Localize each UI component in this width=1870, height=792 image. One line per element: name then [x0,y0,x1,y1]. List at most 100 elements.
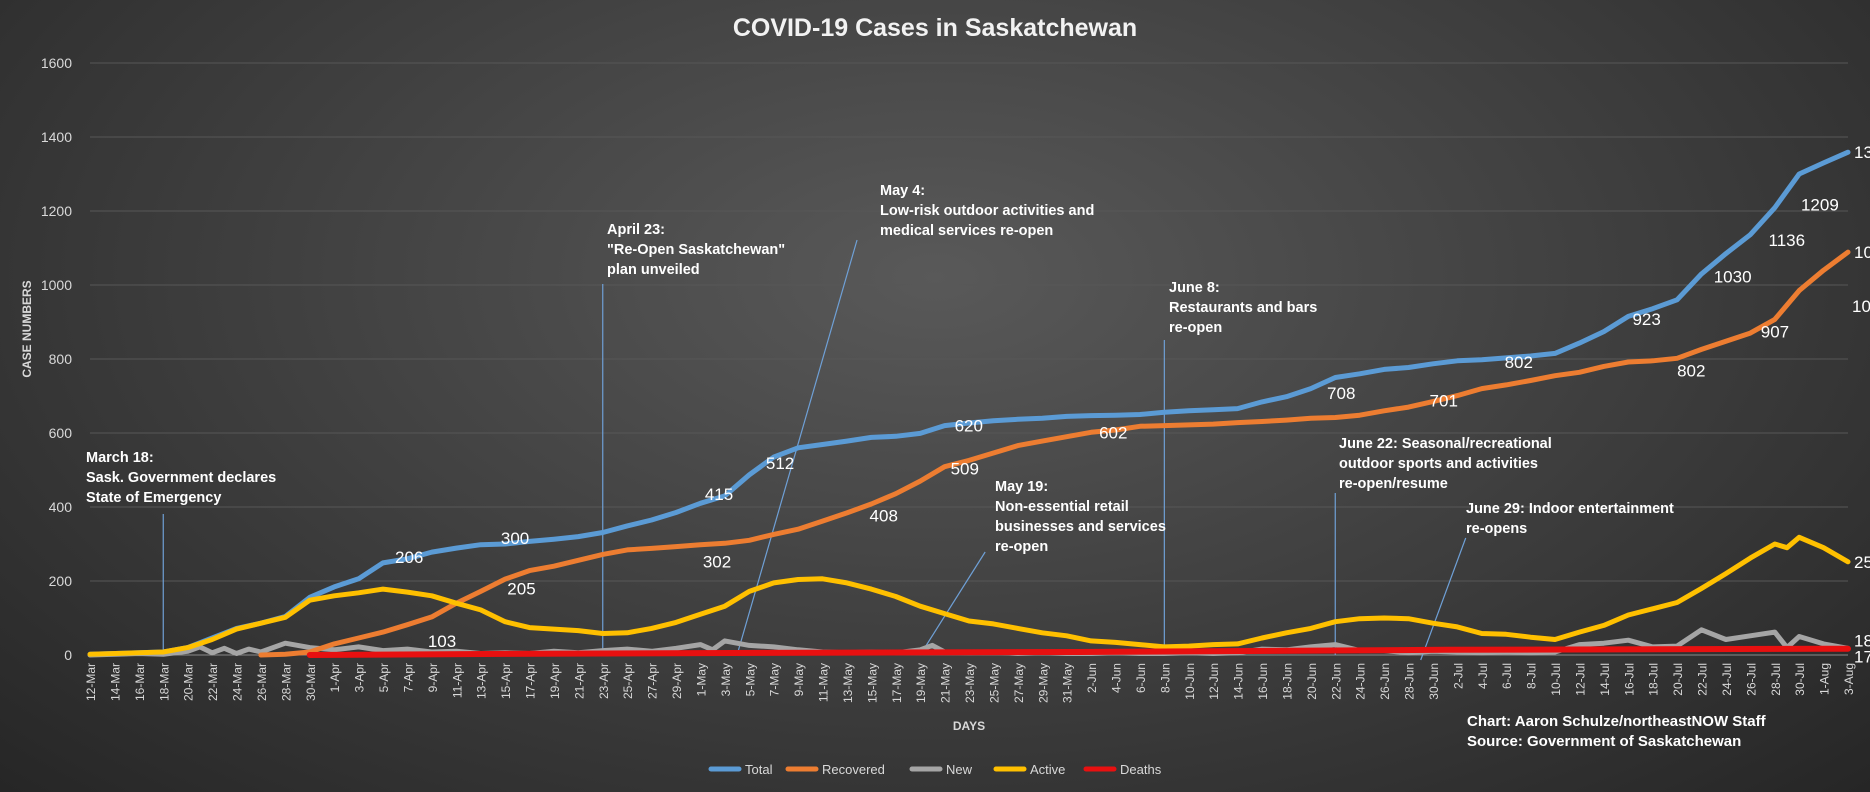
x-tick-label: 30-Mar [304,663,318,701]
x-tick-label: 21-May [939,663,953,703]
annotation-line-text: State of Emergency [86,490,221,506]
y-tick-label: 0 [64,647,72,663]
annotation-text: April 23: "Re-Open Saskatchewan" plan unve… [607,222,785,278]
x-tick-label: 27-May [1012,663,1026,703]
x-axis-label: DAYS [953,719,985,733]
annotation-text: June 22: Seasonal/recreational outdoor sp… [1339,436,1552,492]
annotation-line-text: May 19: [995,479,1048,495]
x-tick-label: 8-Jul [1525,663,1539,689]
y-tick-label: 200 [49,573,73,589]
x-tick-label: 30-Jul [1793,663,1807,696]
data-label: 907 [1761,322,1789,341]
x-tick-label: 2-Jun [1085,663,1099,693]
data-label: 18 [1854,631,1870,650]
x-tick-label: 28-Jul [1769,663,1783,696]
x-tick-label: 10-Jul [1549,663,1563,696]
annotation-line-text: plan unveiled [607,262,700,278]
x-tick-label: 12-Jun [1207,663,1221,700]
x-tick-label: 10-Jun [1183,663,1197,700]
x-tick-label: 14-Jul [1598,663,1612,696]
data-label: 302 [703,552,731,571]
x-tick-label: 13-Apr [475,663,489,699]
y-tick-label: 1000 [41,277,72,293]
annotation-line-text: re-open/resume [1339,476,1448,492]
annotation-line-text: outdoor sports and activities [1339,456,1538,472]
x-tick-label: 11-May [817,663,831,702]
x-tick-label: 3-Apr [353,663,367,692]
x-tick-label: 29-Apr [670,663,684,699]
y-axis-label: CASE NUMBERS [20,280,34,377]
x-tick-label: 18-Jul [1647,663,1661,696]
x-tick-label: 25-May [987,663,1001,703]
legend-label-total: Total [745,762,773,777]
x-tick-label: 23-May [963,663,977,703]
annotation-line-text: April 23: [607,222,665,238]
credit-text: Source: Government of Saskatchewan [1467,733,1741,750]
x-tick-label: 24-Jun [1354,663,1368,700]
data-label: 206 [395,548,423,567]
chart-legend: Total Recovered New Active Deaths [708,762,1162,777]
data-label: 1089 [1854,243,1870,262]
annotation-line-text: Sask. Government declares [86,470,276,486]
data-label: 708 [1327,384,1355,403]
x-tick-label: 26-Mar [255,663,269,701]
x-tick-label: 29-May [1036,663,1050,703]
x-tick-label: 21-Apr [572,663,586,699]
x-tick-label: 20-Jul [1671,663,1685,696]
x-tick-label: 1-May [694,663,708,696]
x-tick-label: 6-Jun [1134,663,1148,693]
annotation-text: May 4: Low-risk outdoor activities and med… [880,183,1094,239]
series-line-deaths [306,645,1851,658]
x-tick-label: 9-May [792,663,806,696]
annotation-line-text: March 18: [86,450,154,466]
x-tick-label: 17-Apr [524,663,538,699]
x-tick-label: 24-Mar [231,663,245,701]
series-line-active [87,534,1851,657]
annotation-line-text: June 8: [1169,280,1220,296]
data-label: 205 [507,579,535,598]
x-tick-label: 18-Mar [157,663,171,701]
annotation-line-text: businesses and services [995,519,1166,535]
x-tick-label: 7-May [768,663,782,696]
y-tick-label: 600 [49,425,73,441]
annotation-text: May 19: Non-essential retail businesses an… [995,479,1166,555]
annotation-line [1420,537,1467,661]
annotation-text: June 29: Indoor entertainment re-opens [1466,501,1674,537]
x-tick-label: 20-Mar [182,663,196,701]
y-tick-label: 800 [49,351,73,367]
data-label: 509 [951,460,979,479]
y-tick-label: 400 [49,499,73,515]
x-tick-label: 22-Jun [1329,663,1343,700]
x-tick-label: 7-Apr [401,663,415,692]
annotation-line-text: May 4: [880,183,925,199]
data-label: 620 [955,417,983,436]
chart-credit: Chart: Aaron Schulze/northeastNOW Staff S… [1467,713,1767,750]
x-tick-label: 19-Apr [548,663,562,699]
data-label: 252 [1854,553,1870,572]
data-label: 701 [1430,391,1458,410]
x-tick-label: 25-Apr [621,663,635,699]
annotation-line-text: Non-essential retail [995,499,1129,515]
x-tick-label: 14-Jun [1232,663,1246,700]
x-tick-label: 11-Apr [450,663,464,698]
data-label: 512 [766,454,794,473]
legend-label-new: New [946,762,973,777]
data-label: 802 [1677,361,1705,380]
x-tick-label: 20-Jun [1305,663,1319,700]
y-tick-label: 1600 [41,55,72,71]
annotation-line-text: "Re-Open Saskatchewan" [607,242,785,258]
data-labels: 206 300 415 512 620 708 802 923 1030 1136 1209 1359… [395,143,1870,667]
data-label: 408 [870,507,898,526]
x-tick-label: 1-Aug [1818,663,1832,695]
x-tick-label: 14-Mar [108,663,122,701]
x-axis-ticks: 12-Mar 14-Mar 16-Mar 18-Mar 20-Mar 22-Mar 24-M… [84,663,1856,703]
data-label: 1209 [1801,195,1839,214]
x-tick-label: 22-Jul [1696,663,1710,696]
annotations: March 18: Sask. Government declares State … [86,183,1674,555]
legend-label-recovered: Recovered [822,762,885,777]
x-tick-label: 9-Apr [426,663,440,692]
x-tick-label: 8-Jun [1158,663,1172,693]
annotation-line-text: re-open [1169,320,1222,336]
x-tick-label: 16-Jun [1256,663,1270,700]
series-line-recovered [258,249,1851,658]
